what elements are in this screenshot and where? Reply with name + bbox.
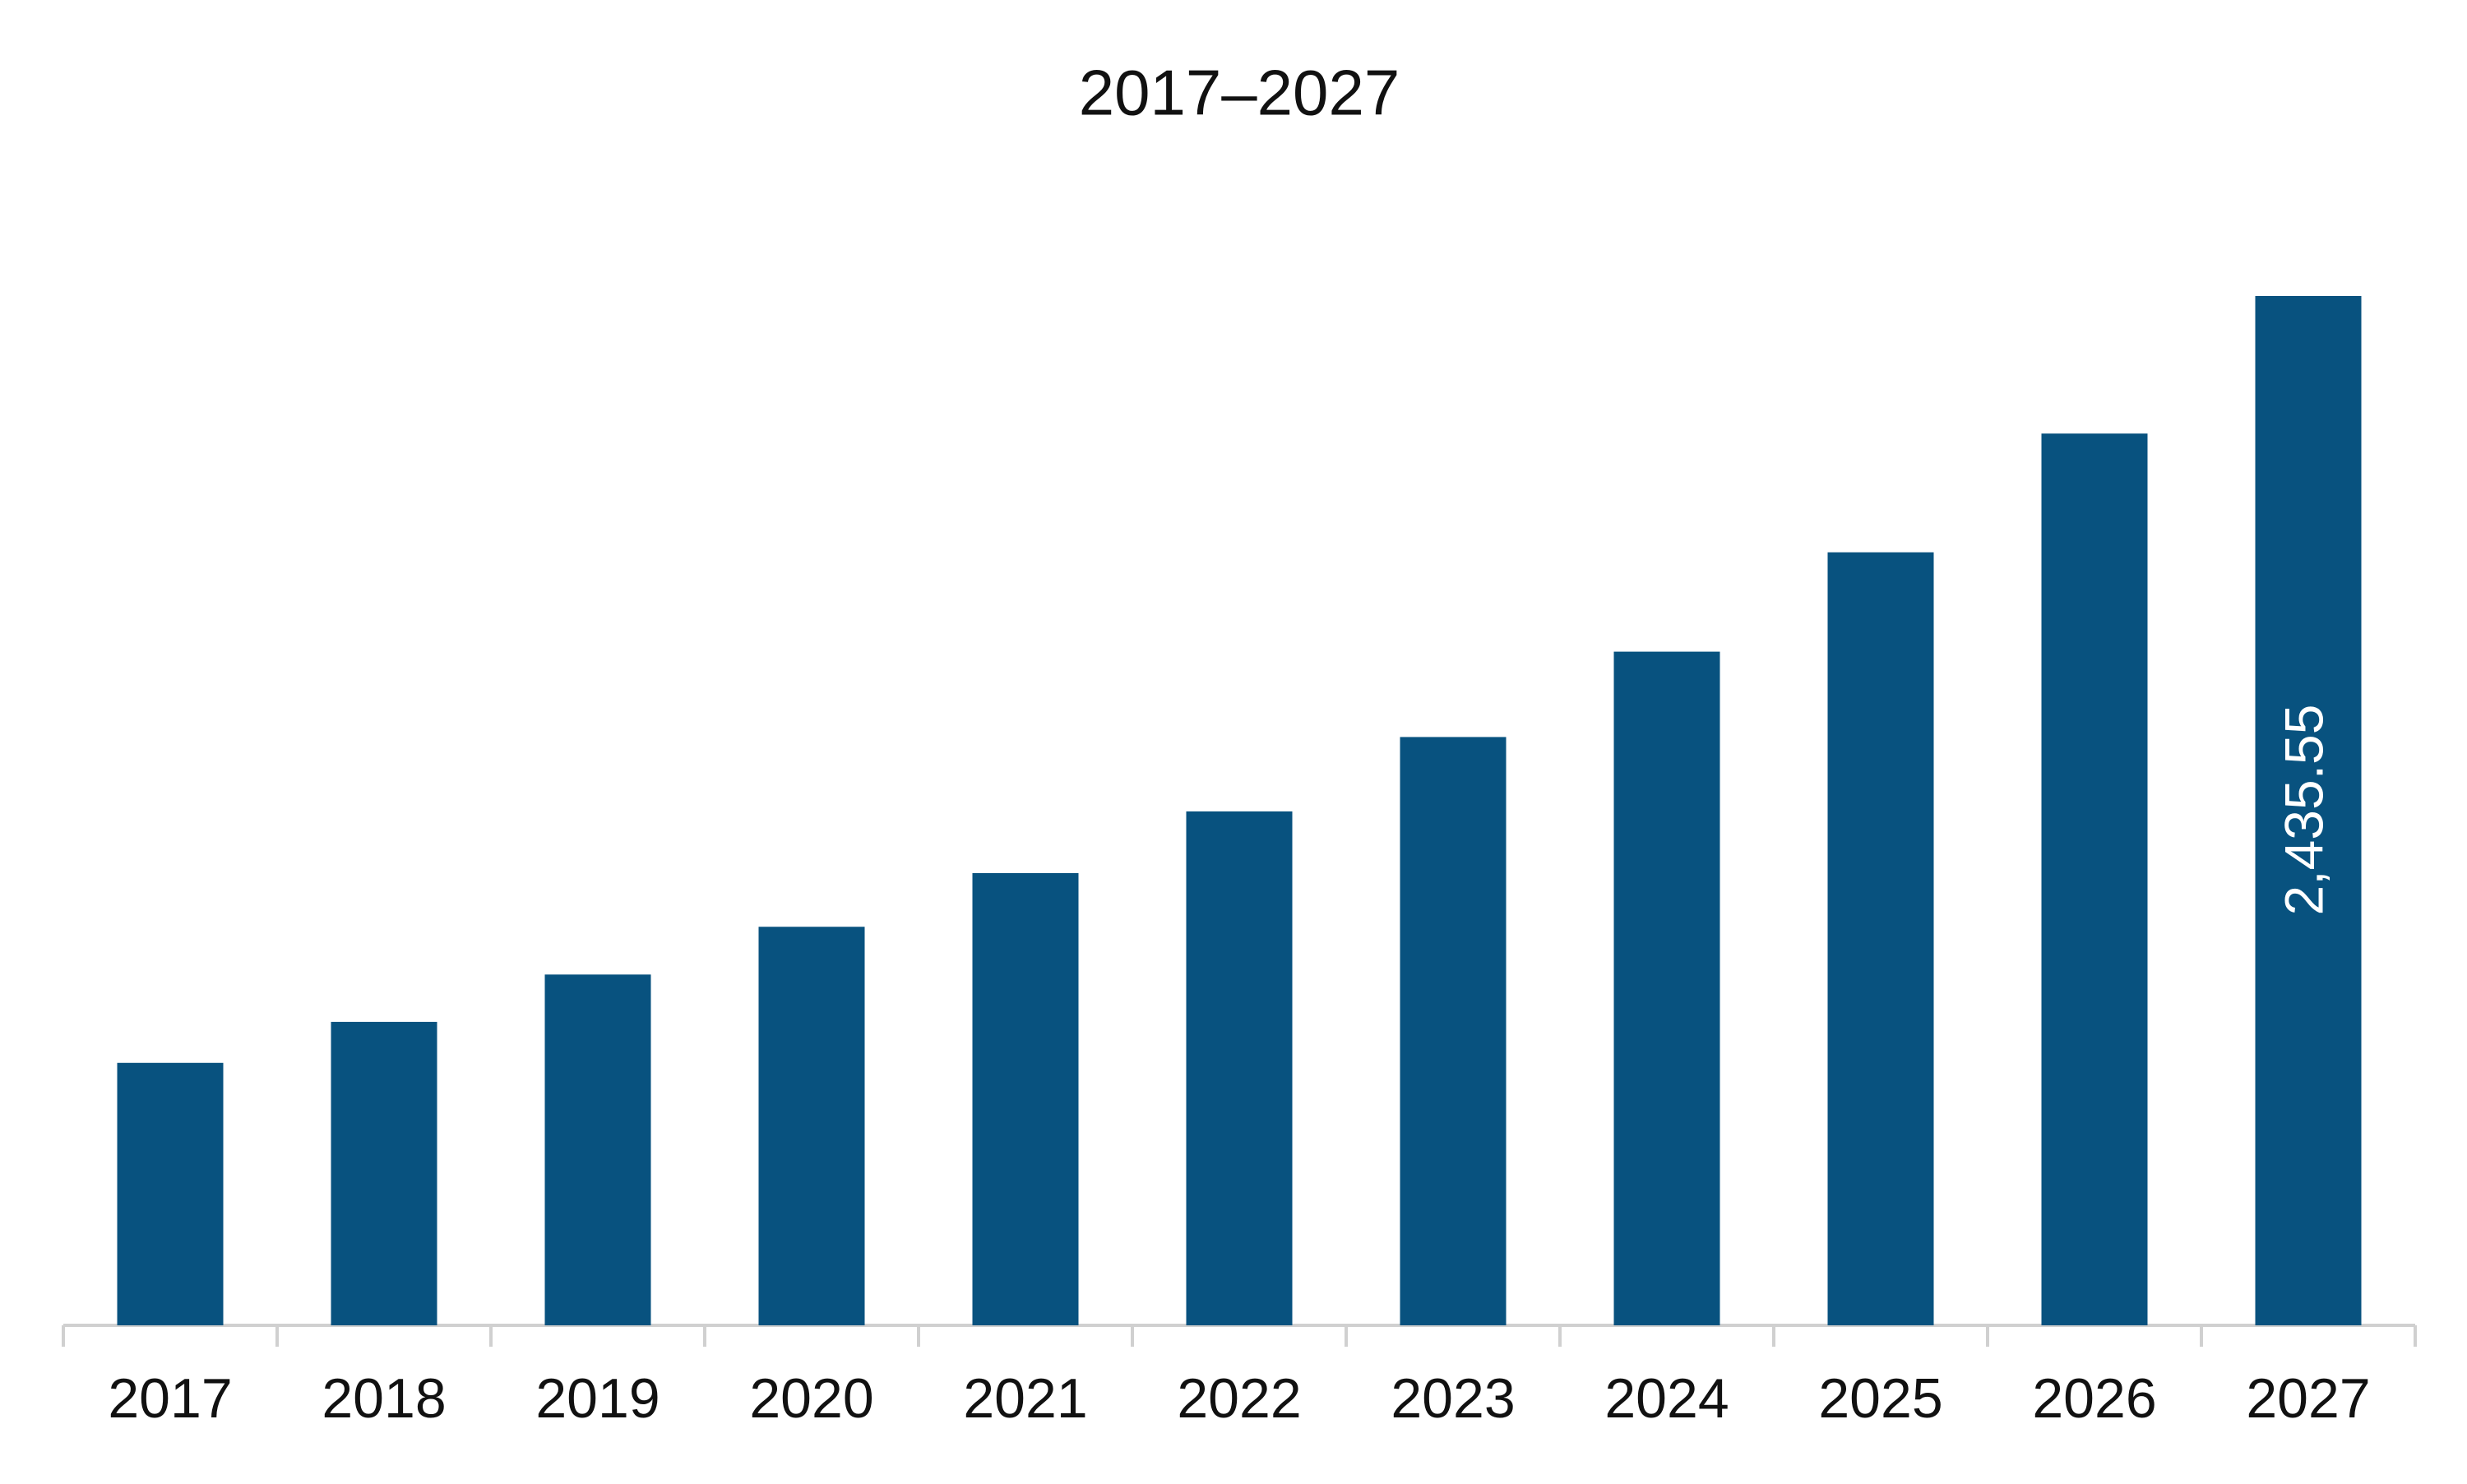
x-tick-label: 2027 bbox=[2246, 1367, 2370, 1430]
x-tick-label: 2025 bbox=[1818, 1367, 1942, 1430]
bar bbox=[331, 1021, 437, 1325]
bar bbox=[544, 974, 651, 1325]
data-label: 2,435.55 bbox=[2273, 705, 2334, 916]
bar bbox=[2041, 433, 2148, 1325]
bar bbox=[1400, 737, 1507, 1325]
bar bbox=[972, 872, 1079, 1325]
bar bbox=[758, 927, 865, 1325]
x-tick-label: 2023 bbox=[1391, 1367, 1515, 1430]
chart-title: 2017–2027 bbox=[1079, 57, 1400, 129]
bar bbox=[1613, 651, 1720, 1325]
x-tick-label: 2024 bbox=[1604, 1367, 1729, 1430]
bar bbox=[117, 1062, 224, 1325]
x-tick-label: 2019 bbox=[535, 1367, 660, 1430]
x-tick-label: 2020 bbox=[749, 1367, 873, 1430]
bar bbox=[2255, 296, 2362, 1325]
bar bbox=[1827, 552, 1934, 1325]
x-tick-label: 2026 bbox=[2032, 1367, 2156, 1430]
bar bbox=[1186, 811, 1293, 1325]
x-tick-label: 2021 bbox=[963, 1367, 1087, 1430]
x-tick-label: 2022 bbox=[1177, 1367, 1301, 1430]
x-tick-label: 2017 bbox=[108, 1367, 232, 1430]
x-tick-label: 2018 bbox=[322, 1367, 446, 1430]
